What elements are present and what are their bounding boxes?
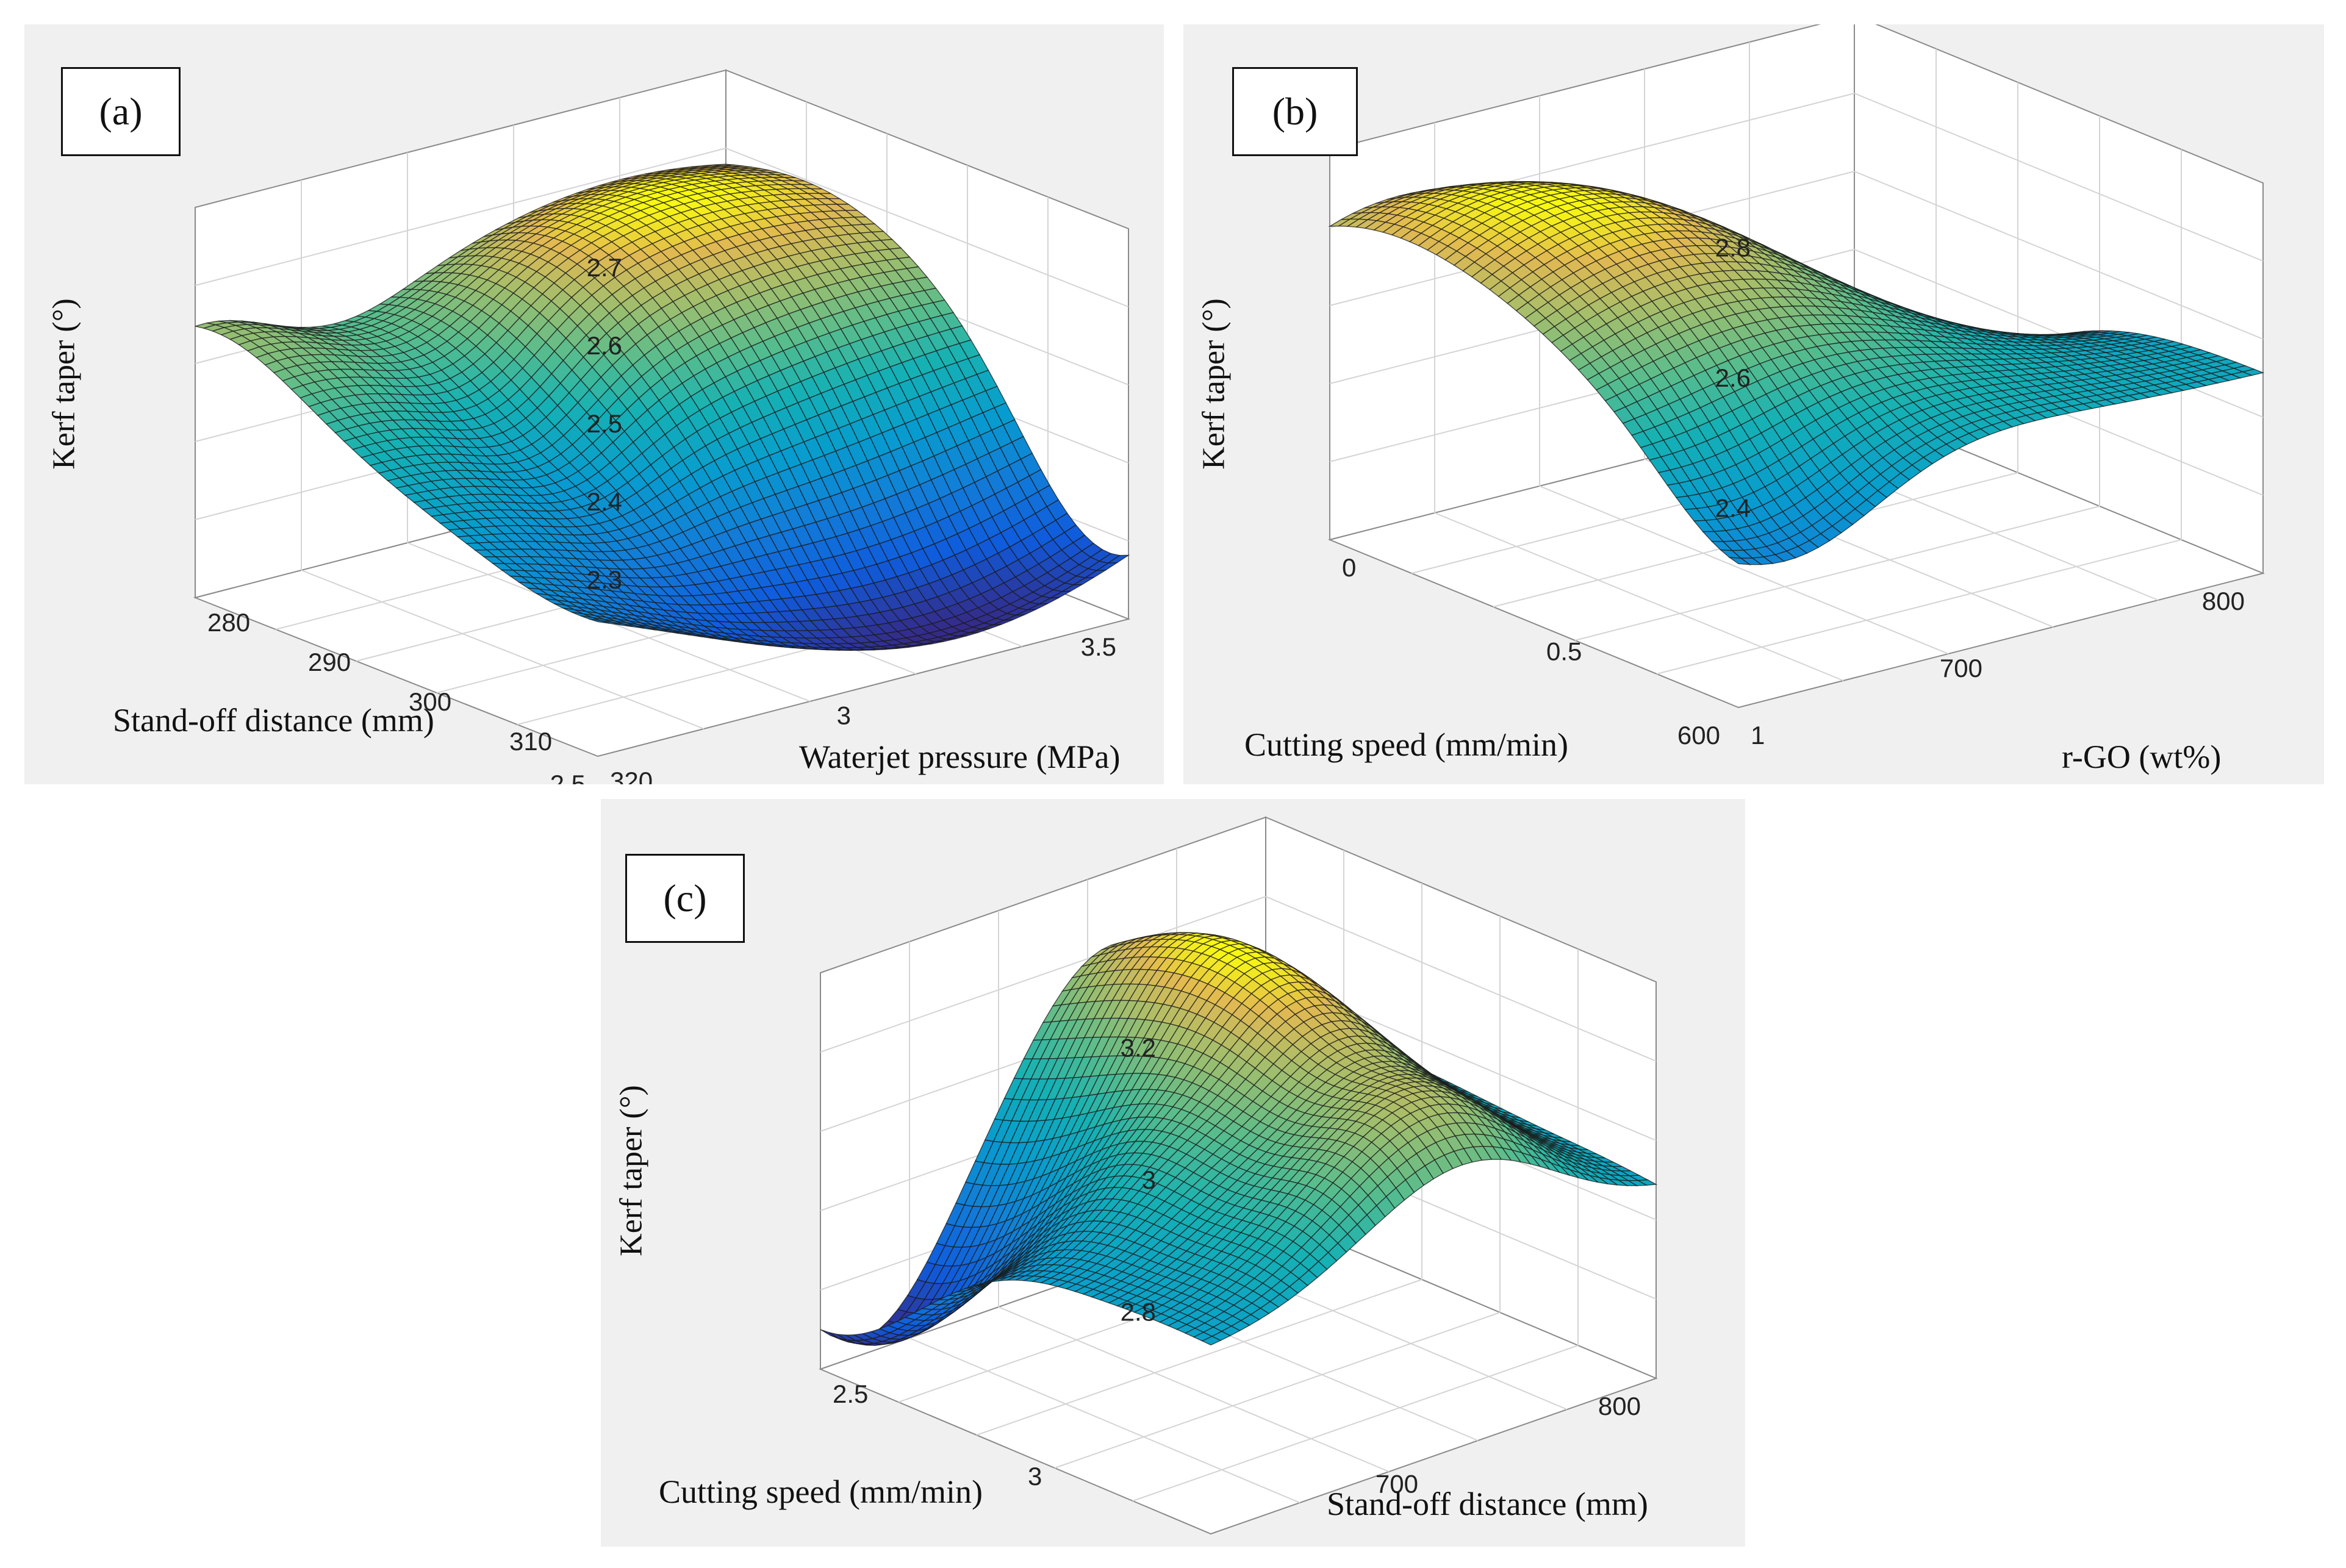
z-axis-label-c: Kerf taper (°) (614, 1085, 649, 1256)
z-axis-label-a: Kerf taper (°) (46, 298, 82, 470)
y-tick-label: 290 (308, 648, 351, 676)
y-tick-label: 1 (1751, 721, 1765, 750)
surface-plot-b: 2.8 2.6 2.4 800 700 600 0 0.5 1 (1327, 24, 2265, 750)
y-tick-label: 0.5 (1546, 637, 1582, 666)
z-tick-label: 2.7 (587, 253, 622, 282)
z-tick-label: 2.4 (1715, 493, 1751, 522)
surface-mesh (195, 163, 1130, 651)
x-tick-label: 3.5 (1081, 632, 1116, 661)
x-tick-label: 3 (837, 701, 851, 730)
surface-plot-c: 3.232.88007006002.533.5 (819, 816, 1658, 1547)
x-tick-label: 700 (1376, 1470, 1418, 1498)
y-axis-label-b: r-GO (wt%) (2062, 739, 2222, 775)
chart-panel-a: 2.7 2.6 2.5 2.4 2.3 3.5 3 2.5 280 290 300 310 320 (a… (24, 24, 1164, 784)
x-tick-label: 800 (2202, 587, 2245, 615)
z-tick-label: 3 (1142, 1165, 1156, 1194)
y-tick-label: 320 (610, 767, 653, 784)
panel-label-a: (a) (61, 67, 181, 156)
z-tick-label: 2.8 (1715, 234, 1751, 262)
panel-label-b: (b) (1232, 67, 1358, 156)
y-axis-label-c: Stand-off distance (mm) (1327, 1486, 1648, 1522)
y-tick-label: 3.5 (1223, 1544, 1258, 1547)
z-axis-label-b: Kerf taper (°) (1196, 298, 1232, 470)
y-tick-label: 280 (207, 608, 250, 637)
y-tick-label: 310 (509, 727, 552, 756)
tick-labels: 3.232.88007006002.533.5 (833, 1033, 1641, 1547)
y-axis-label-a: Waterjet pressure (MPa) (799, 739, 1121, 775)
x-axis-label-b: Cutting speed (mm/min) (1244, 726, 1568, 763)
tick-labels: 2.7 2.6 2.5 2.4 2.3 3.5 3 2.5 280 290 300 310 320 (207, 253, 1116, 784)
surface-plot-a: 2.7 2.6 2.5 2.4 2.3 3.5 3 2.5 280 290 300 310 320 (193, 69, 1131, 784)
z-tick-label: 2.4 (587, 487, 622, 516)
z-tick-label: 3.2 (1121, 1033, 1156, 1062)
z-tick-label: 2.6 (587, 331, 622, 360)
x-tick-label: 700 (1940, 654, 1982, 682)
x-axis-label-a: Stand-off distance (mm) (113, 702, 434, 739)
x-tick-label: 600 (1677, 721, 1720, 750)
panel-label-c: (c) (625, 854, 745, 943)
z-tick-label: 2.8 (1121, 1298, 1156, 1326)
y-tick-label: 2.5 (833, 1380, 868, 1408)
chart-panel-b: 2.8 2.6 2.4 800 700 600 0 0.5 1 (b) Kerf taper (… (1183, 24, 2324, 784)
x-axis-label-c: Cutting speed (mm/min) (659, 1473, 983, 1510)
y-tick-label: 3 (1028, 1462, 1042, 1491)
chart-panel-c: 3.232.88007006002.533.5 (c) Kerf taper (… (601, 799, 1745, 1547)
surface-mesh (1328, 181, 2265, 565)
z-tick-label: 2.6 (1715, 363, 1751, 392)
z-tick-label: 2.5 (587, 409, 622, 438)
z-tick-label: 2.3 (587, 565, 622, 594)
surface-mesh (820, 932, 1658, 1346)
x-tick-label: 2.5 (550, 770, 586, 784)
x-tick-label: 800 (1598, 1392, 1641, 1420)
y-tick-label: 0 (1342, 553, 1356, 582)
tick-labels: 2.8 2.6 2.4 800 700 600 0 0.5 1 (1342, 234, 2245, 750)
y-tick-label: 300 (409, 687, 451, 716)
